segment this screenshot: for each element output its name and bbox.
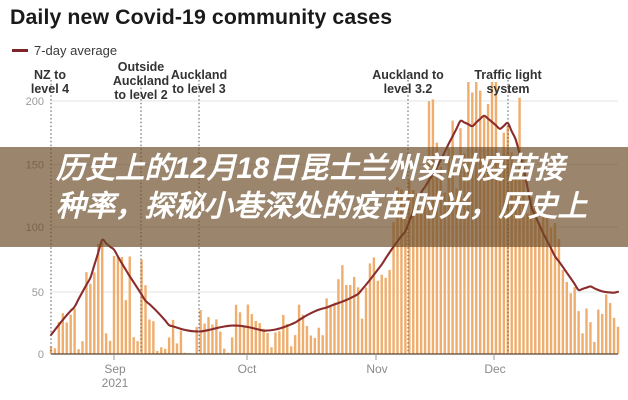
svg-text:50: 50 xyxy=(32,287,44,299)
svg-text:0: 0 xyxy=(38,349,44,361)
svg-text:200: 200 xyxy=(26,96,44,108)
